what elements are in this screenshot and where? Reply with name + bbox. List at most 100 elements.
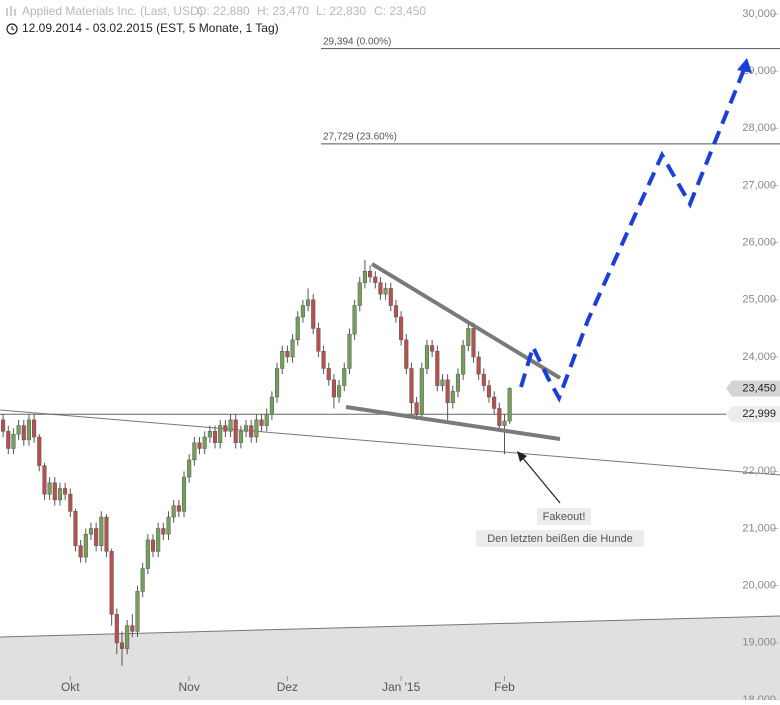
period: 12.09.2014 - 03.02.2015 (EST, 5 Monate, … bbox=[22, 21, 279, 35]
candle-body bbox=[6, 431, 11, 449]
level-label: 27,729 (23.60%) bbox=[323, 131, 397, 142]
candle-body bbox=[223, 425, 228, 432]
candle-body bbox=[445, 379, 450, 403]
y-tick-label: 28,000 bbox=[742, 122, 776, 134]
candle-body bbox=[192, 442, 197, 461]
candle-body bbox=[259, 419, 264, 426]
candle-body bbox=[507, 388, 512, 422]
price-label-box bbox=[726, 380, 780, 397]
candle-body bbox=[450, 391, 455, 403]
candle-body bbox=[388, 288, 393, 306]
ohlc-info: H: 23,470 bbox=[257, 4, 309, 18]
candle-body bbox=[492, 396, 497, 409]
candle-body bbox=[187, 459, 192, 478]
candle-body bbox=[471, 328, 476, 358]
ohlc-info: C: 23,450 bbox=[374, 4, 426, 18]
candle-body bbox=[243, 425, 249, 432]
candle-body bbox=[32, 419, 37, 438]
annotation-arrowhead bbox=[517, 451, 527, 462]
x-tick-label: Dez bbox=[277, 680, 298, 694]
candle-body bbox=[280, 351, 285, 369]
candle-body bbox=[269, 396, 274, 415]
candle-body bbox=[275, 368, 280, 398]
candle-body bbox=[300, 305, 305, 318]
candle-body bbox=[156, 528, 161, 552]
price-label-box bbox=[726, 406, 780, 423]
candle-body bbox=[455, 373, 461, 392]
candle-body bbox=[373, 276, 378, 283]
candle-body bbox=[430, 345, 435, 352]
trend-line bbox=[0, 409, 780, 476]
y-tick-label: 27,000 bbox=[742, 179, 776, 191]
candle-body bbox=[68, 493, 73, 512]
candle-body bbox=[285, 351, 290, 358]
candle-body bbox=[378, 282, 383, 295]
candle-body bbox=[42, 465, 47, 495]
candle-body bbox=[11, 433, 16, 449]
candle-body bbox=[135, 591, 140, 632]
y-tick-label: 22,000 bbox=[742, 465, 776, 477]
candle-body bbox=[119, 642, 125, 649]
candle-body bbox=[150, 539, 156, 552]
candle-body bbox=[383, 288, 388, 295]
y-tick-label: 29,000 bbox=[742, 65, 776, 77]
candle-body bbox=[78, 545, 83, 558]
candle-body bbox=[145, 539, 150, 569]
candle-body bbox=[94, 528, 99, 546]
title: Applied Materials Inc. (Last, USD) bbox=[22, 4, 203, 18]
candle-body bbox=[52, 482, 57, 501]
candle-body bbox=[306, 299, 311, 306]
candle-body bbox=[254, 419, 259, 438]
candle-body bbox=[21, 425, 26, 441]
candle-body bbox=[166, 516, 171, 535]
candle-body bbox=[88, 528, 94, 535]
x-tick-label: Feb bbox=[494, 680, 515, 694]
y-tick-label: 24,000 bbox=[742, 351, 776, 363]
wedge-lower bbox=[345, 405, 561, 441]
candle-body bbox=[435, 351, 440, 386]
candle-body bbox=[26, 419, 31, 441]
candle-body bbox=[130, 625, 135, 632]
price-label: 22,999 bbox=[742, 408, 776, 420]
candle-body bbox=[109, 551, 114, 615]
candle-body bbox=[161, 528, 166, 535]
candle-body bbox=[290, 339, 295, 358]
candle-body bbox=[497, 408, 502, 426]
candle-body bbox=[104, 516, 109, 552]
candle-body bbox=[321, 351, 326, 369]
candle-body bbox=[409, 368, 414, 403]
price-label: 23,450 bbox=[742, 382, 776, 394]
candle-body bbox=[1, 419, 6, 432]
candle-body bbox=[337, 385, 342, 398]
candle-body bbox=[295, 316, 300, 341]
candle-body bbox=[362, 271, 367, 283]
y-tick-label: 30,000 bbox=[742, 8, 776, 20]
grid-layer: 18,00019,00020,00021,00022,00023,00024,0… bbox=[0, 8, 780, 705]
candle-body bbox=[352, 305, 357, 335]
candle-body bbox=[125, 625, 130, 649]
candle-body bbox=[233, 419, 238, 443]
y-tick-label: 25,000 bbox=[742, 294, 776, 306]
candle-body bbox=[73, 511, 78, 546]
icon bbox=[6, 8, 8, 16]
icon bbox=[14, 9, 16, 16]
icon bbox=[10, 6, 12, 16]
candle-body bbox=[140, 568, 145, 592]
candle-body bbox=[342, 368, 347, 386]
candle-body bbox=[393, 305, 398, 318]
ohlc-info: O: 22,880 bbox=[197, 4, 250, 18]
candle-body bbox=[466, 328, 471, 346]
clock-icon bbox=[11, 26, 15, 31]
candle-body bbox=[326, 368, 331, 381]
candle-body bbox=[207, 431, 212, 438]
candle-body bbox=[212, 431, 218, 444]
annotation: Den letzten beißen die Hunde bbox=[487, 533, 633, 545]
ohlc-info: L: 22,830 bbox=[316, 4, 366, 18]
candle-body bbox=[16, 425, 21, 435]
header: Applied Materials Inc. (Last, USD) O: 22… bbox=[6, 4, 426, 35]
candle-body bbox=[264, 413, 269, 426]
candle-body bbox=[249, 425, 254, 438]
annotation-box bbox=[537, 508, 591, 525]
y-tick-label: 21,000 bbox=[742, 522, 776, 534]
candle-body bbox=[347, 333, 352, 369]
